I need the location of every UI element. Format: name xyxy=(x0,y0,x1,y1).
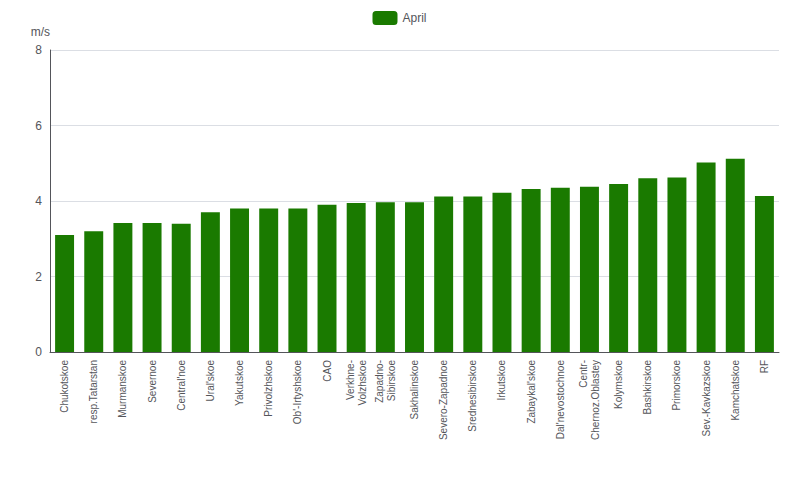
svg-text:Sakhalinskoe: Sakhalinskoe xyxy=(409,360,420,420)
svg-text:Chernoz.Oblastey: Chernoz.Oblastey xyxy=(590,360,601,440)
svg-text:Murmanskoe: Murmanskoe xyxy=(117,360,128,418)
svg-text:Chukotskoe: Chukotskoe xyxy=(59,360,70,413)
svg-text:Ob'-Irtyshskoe: Ob'-Irtyshskoe xyxy=(292,360,303,425)
svg-text:RF: RF xyxy=(759,360,770,373)
svg-text:4: 4 xyxy=(35,194,42,208)
svg-text:Yakutskoe: Yakutskoe xyxy=(234,360,245,406)
svg-text:Kolymskoe: Kolymskoe xyxy=(613,360,624,409)
svg-text:Dal'nevostochnoe: Dal'nevostochnoe xyxy=(555,360,566,440)
svg-text:m/s: m/s xyxy=(31,25,50,39)
svg-text:Verkhne-: Verkhne- xyxy=(345,360,356,400)
svg-text:Irkutskoe: Irkutskoe xyxy=(496,360,507,401)
svg-text:resp.Tatarstan: resp.Tatarstan xyxy=(88,360,99,423)
svg-text:Volzhskoe: Volzhskoe xyxy=(357,360,368,406)
svg-text:0: 0 xyxy=(35,345,42,359)
svg-text:8: 8 xyxy=(35,43,42,57)
svg-text:Centr-: Centr- xyxy=(578,360,589,388)
svg-text:Kamchatskoe: Kamchatskoe xyxy=(730,360,741,421)
svg-text:Ural'skoe: Ural'skoe xyxy=(205,360,216,402)
svg-text:Severnoe: Severnoe xyxy=(147,360,158,403)
svg-text:Bashkirskoe: Bashkirskoe xyxy=(642,360,653,415)
svg-text:6: 6 xyxy=(35,119,42,133)
svg-text:Privolzhskoe: Privolzhskoe xyxy=(263,360,274,417)
svg-text:Severo-Zapadnoe: Severo-Zapadnoe xyxy=(438,360,449,440)
svg-text:Zapadno-: Zapadno- xyxy=(374,360,385,403)
svg-text:April: April xyxy=(402,11,426,25)
svg-text:CAO: CAO xyxy=(322,360,333,382)
svg-text:Zabaykal'skoe: Zabaykal'skoe xyxy=(526,360,537,424)
svg-text:2: 2 xyxy=(35,270,42,284)
svg-text:Primorskoe: Primorskoe xyxy=(671,360,682,411)
svg-text:Srednesibirskoe: Srednesibirskoe xyxy=(467,360,478,432)
svg-text:Sibirskoe: Sibirskoe xyxy=(386,360,397,402)
svg-text:Sev.-Kavkazskoe: Sev.-Kavkazskoe xyxy=(701,360,712,437)
svg-text:Central'noe: Central'noe xyxy=(176,360,187,411)
